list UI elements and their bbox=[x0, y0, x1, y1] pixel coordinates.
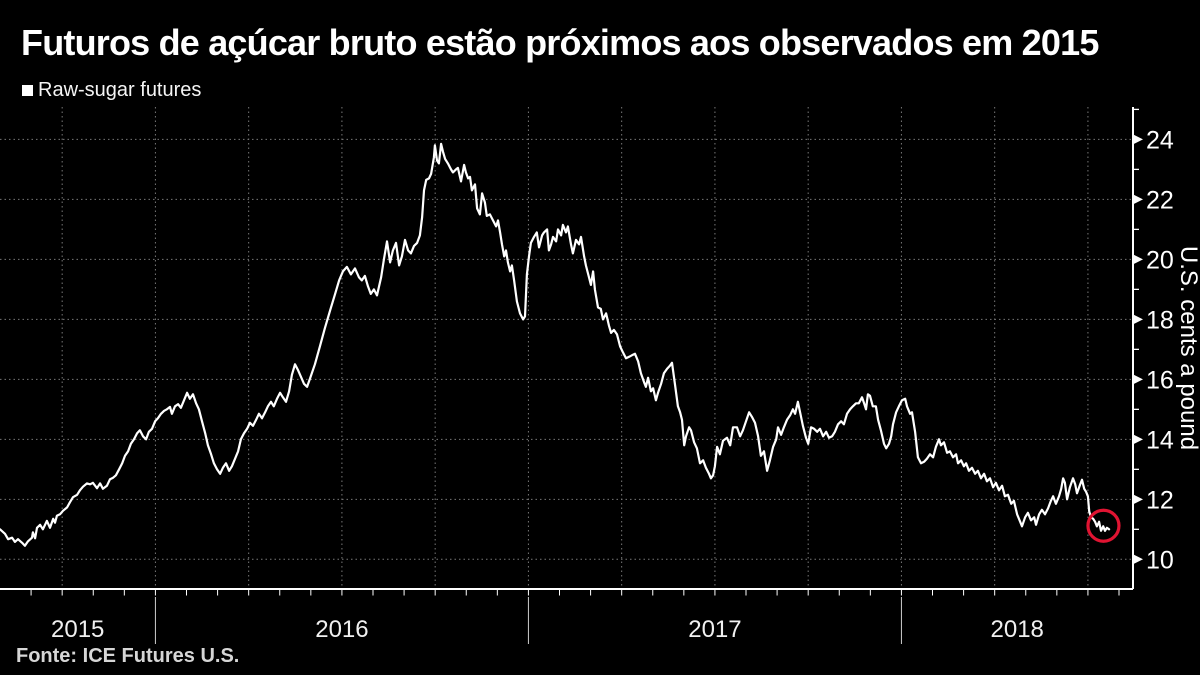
x-axis-year-label: 2016 bbox=[315, 616, 368, 643]
y-axis-tick-label: 22 bbox=[1146, 186, 1174, 214]
x-axis-year-label: 2015 bbox=[51, 616, 104, 643]
y-axis-major-tick bbox=[1133, 254, 1143, 265]
y-axis-major-tick bbox=[1133, 194, 1143, 205]
y-axis-tick-label: 20 bbox=[1146, 246, 1174, 274]
y-axis-tick-label: 12 bbox=[1146, 486, 1174, 514]
y-axis-major-tick bbox=[1133, 314, 1143, 325]
y-axis-tick-label: 10 bbox=[1146, 546, 1174, 574]
x-axis-year-label: 2018 bbox=[991, 616, 1044, 643]
y-axis-major-tick bbox=[1133, 374, 1143, 385]
y-axis-tick-label: 24 bbox=[1146, 126, 1174, 154]
legend: Raw-sugar futures bbox=[22, 79, 201, 102]
y-axis-major-tick bbox=[1133, 494, 1143, 505]
source-note: Fonte: ICE Futures U.S. bbox=[16, 645, 240, 667]
y-axis-major-tick bbox=[1133, 434, 1143, 445]
price-line bbox=[0, 142, 1111, 547]
y-axis-tick-label: 18 bbox=[1146, 306, 1174, 334]
y-axis-major-tick bbox=[1133, 554, 1143, 565]
x-axis-year-label: 2017 bbox=[688, 616, 741, 643]
y-axis-tick-label: 16 bbox=[1146, 366, 1174, 394]
y-axis-major-tick bbox=[1133, 134, 1143, 145]
y-axis-title: U.S. cents a pound bbox=[1175, 246, 1200, 450]
y-axis-tick-label: 14 bbox=[1146, 426, 1174, 454]
legend-label: Raw-sugar futures bbox=[38, 79, 202, 101]
chart-title: Futuros de açúcar bruto estão próximos a… bbox=[21, 22, 1099, 63]
legend-swatch-icon bbox=[22, 85, 33, 96]
highlight-circle bbox=[1086, 508, 1121, 543]
